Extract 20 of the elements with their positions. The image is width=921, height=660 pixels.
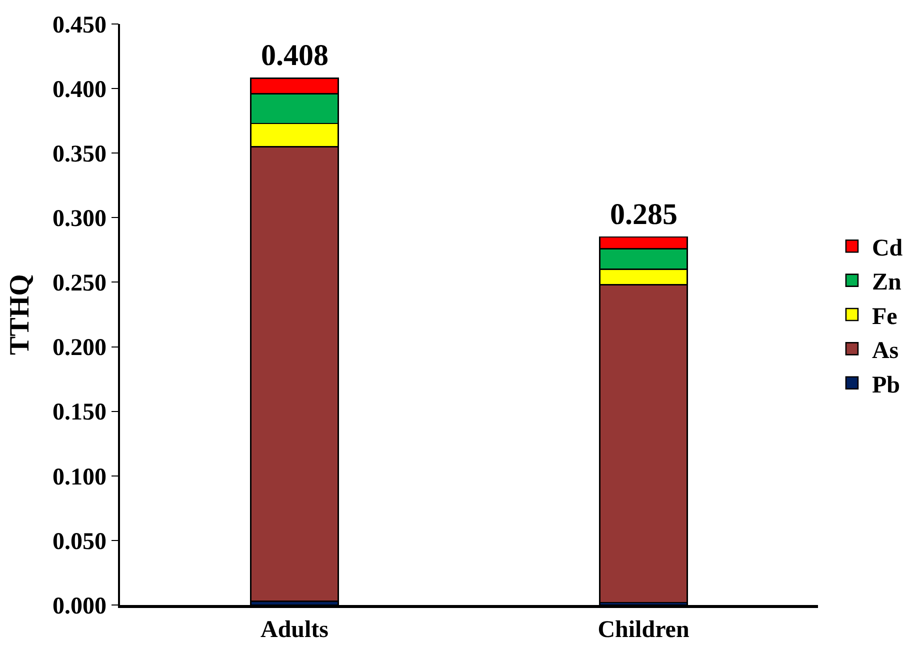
- y-tick-label: 0.000: [52, 593, 106, 620]
- legend-label: Cd: [872, 235, 904, 262]
- y-tick-label: 0.200: [52, 335, 106, 362]
- y-tick-label: 0.100: [52, 464, 106, 490]
- y-tick-label: 0.350: [52, 142, 106, 168]
- y-tick-label: 0.450: [52, 12, 106, 38]
- legend-label: Fe: [872, 304, 898, 330]
- total-label: 0.408: [261, 39, 328, 72]
- y-tick-label: 0.300: [52, 206, 106, 232]
- legend-label: Zn: [872, 270, 902, 296]
- x-tick-label: Children: [598, 616, 690, 643]
- x-tick-label: Adults: [260, 616, 329, 643]
- legend-label: Pb: [872, 372, 900, 398]
- y-tick-label: 0.400: [52, 76, 106, 103]
- y-tick-label: 0.050: [52, 528, 106, 555]
- total-label: 0.285: [610, 198, 678, 231]
- y-tick-label: 0.150: [52, 400, 106, 426]
- y-axis-title: TTHQ: [4, 274, 36, 355]
- y-tick-label: 0.250: [52, 270, 106, 297]
- legend-label: As: [872, 338, 899, 364]
